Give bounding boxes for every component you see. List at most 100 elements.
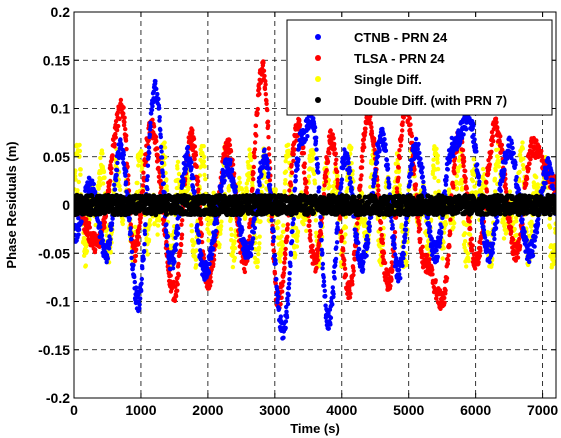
series-point: [263, 79, 268, 84]
series-point: [363, 126, 368, 131]
series-point: [314, 147, 319, 152]
series-point: [340, 235, 345, 241]
series-point: [121, 111, 126, 116]
series-point: [293, 252, 298, 258]
series-point: [352, 227, 357, 232]
series-point: [293, 225, 299, 231]
series-point: [478, 248, 483, 253]
series-point: [484, 180, 489, 185]
series-point: [356, 240, 361, 245]
series-point: [175, 166, 180, 171]
series-point: [192, 189, 197, 194]
series-point: [386, 272, 391, 277]
series-point: [294, 138, 299, 143]
series-point: [266, 123, 271, 128]
series-layer: [74, 59, 556, 341]
series-point: [291, 152, 296, 157]
series-point: [316, 170, 321, 175]
series-point: [320, 266, 325, 271]
series-point: [232, 239, 237, 244]
series-point: [84, 249, 90, 254]
series-point: [521, 156, 526, 161]
series-point: [275, 225, 280, 231]
series-point: [430, 267, 435, 272]
series-point: [296, 157, 301, 162]
series-point: [242, 269, 248, 275]
series-point: [553, 230, 556, 235]
series-point: [323, 303, 328, 308]
series-point: [408, 179, 413, 184]
series-point: [165, 234, 170, 239]
series-point: [355, 221, 360, 226]
series-point: [471, 157, 476, 162]
series-point: [120, 156, 126, 161]
series-point: [517, 236, 522, 242]
series-point: [232, 246, 238, 251]
series-point: [155, 146, 160, 151]
series-point: [381, 250, 387, 256]
series-point: [321, 187, 326, 192]
series-point: [421, 179, 426, 185]
series-point: [529, 229, 535, 234]
series-point: [434, 296, 439, 301]
series-point: [463, 179, 468, 184]
series-point: [281, 270, 286, 276]
series-point: [493, 168, 498, 173]
series-point: [427, 257, 432, 262]
series-point: [327, 151, 332, 156]
series-point: [195, 179, 201, 184]
series-point: [385, 166, 391, 171]
series-point: [202, 172, 207, 178]
series-point: [291, 216, 296, 222]
series-point: [293, 174, 298, 179]
series-point: [136, 163, 141, 168]
series-point: [194, 263, 199, 268]
series-point: [323, 293, 328, 299]
series-point: [315, 165, 320, 170]
series-point: [448, 217, 453, 222]
series-point: [407, 116, 412, 121]
series-point: [332, 146, 337, 152]
series-point: [330, 302, 335, 307]
series-point: [442, 300, 447, 305]
series-point: [339, 180, 344, 186]
series-point: [124, 146, 129, 152]
series-point: [493, 189, 498, 194]
series-point: [161, 181, 166, 186]
series-point: [302, 161, 307, 166]
series-point: [401, 244, 406, 250]
series-point: [109, 157, 115, 162]
series-point: [132, 279, 137, 285]
series-point: [347, 175, 353, 181]
series-point: [360, 158, 365, 164]
series-point: [389, 277, 394, 282]
series-point: [281, 279, 286, 284]
series-point: [117, 187, 123, 192]
series-point: [266, 171, 271, 176]
series-point: [276, 220, 281, 225]
series-point: [147, 222, 152, 228]
series-point: [348, 168, 353, 174]
series-point: [441, 246, 446, 251]
series-point: [447, 244, 452, 249]
series-point: [160, 170, 165, 175]
series-point: [333, 263, 338, 268]
series-point: [295, 229, 301, 234]
series-point: [183, 166, 189, 172]
series-point: [279, 247, 285, 252]
series-point: [176, 225, 181, 231]
series-point: [435, 166, 441, 172]
series-point: [368, 121, 374, 126]
series-point: [330, 285, 335, 290]
series-point: [212, 237, 217, 242]
series-point: [175, 231, 181, 236]
series-point: [180, 183, 186, 188]
series-point: [229, 167, 235, 172]
series-point: [164, 239, 169, 245]
series-point: [369, 131, 375, 136]
series-point: [412, 167, 417, 172]
series-point: [304, 179, 309, 184]
series-point: [493, 116, 499, 121]
series-point: [331, 291, 336, 297]
series-point: [491, 139, 496, 144]
